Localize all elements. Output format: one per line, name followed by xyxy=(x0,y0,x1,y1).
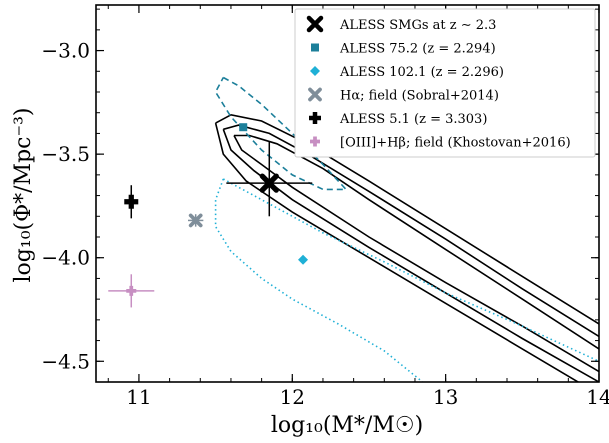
legend-marker-2 xyxy=(310,66,320,76)
y-axis-ticks: −3.0 −3.5 −4.0 −4.5 xyxy=(41,8,599,383)
point-series-2 xyxy=(298,254,309,265)
y-axis-label: log₁₀(Φ*/Mpc⁻³) xyxy=(11,108,36,283)
y-tick-label: −3.0 xyxy=(41,39,90,63)
contour-6 xyxy=(214,76,348,191)
y-tick-label: −3.5 xyxy=(41,142,90,166)
point-series-1 xyxy=(239,123,248,132)
contour-1 xyxy=(214,122,580,382)
legend-marker-1 xyxy=(311,43,319,52)
legend-marker-0 xyxy=(306,15,324,33)
x-tick-label: 14 xyxy=(586,385,609,409)
legend-entry-5: [OIII]+Hβ; field (Khostovan+2016) xyxy=(340,136,571,151)
point-series-5 xyxy=(126,285,137,296)
legend-marker-4 xyxy=(309,112,321,124)
contour-4 xyxy=(234,134,599,350)
contour-5 xyxy=(233,135,599,373)
y-tick-label: −4.0 xyxy=(41,246,90,270)
x-axis-ticks: 11 12 13 14 xyxy=(107,5,609,409)
contour-0 xyxy=(215,113,599,325)
point-series-4 xyxy=(124,194,139,209)
legend-entry-0: ALESS SMGs at z ∼ 2.3 xyxy=(339,18,496,33)
legend-marker-5 xyxy=(310,136,320,147)
legend: ALESS SMGs at z ∼ 2.3 ALESS 75.2 (z = 2.2… xyxy=(294,8,596,158)
x-tick-label: 11 xyxy=(126,385,151,409)
x-tick-label: 13 xyxy=(433,385,458,409)
data-points xyxy=(108,123,313,308)
legend-marker-3 xyxy=(308,87,322,102)
contour-8 xyxy=(214,178,424,382)
y-tick-label: −4.5 xyxy=(41,349,90,373)
legend-entry-4: ALESS 5.1 (z = 3.303) xyxy=(339,112,487,127)
legend-entry-3: Hα; field (Sobral+2014) xyxy=(340,89,499,104)
point-series-3 xyxy=(188,213,203,228)
x-axis-label: log₁₀(M*/M☉) xyxy=(271,413,423,438)
x-tick-label: 12 xyxy=(280,385,305,409)
legend-entry-1: ALESS 75.2 (z = 2.294) xyxy=(339,42,496,57)
contour-3 xyxy=(222,129,599,382)
legend-entry-2: ALESS 102.1 (z = 2.296) xyxy=(339,65,504,80)
legend-box xyxy=(294,8,596,158)
plot-frame xyxy=(95,4,600,383)
contour-7 xyxy=(222,178,599,363)
point-series-0 xyxy=(259,173,279,193)
